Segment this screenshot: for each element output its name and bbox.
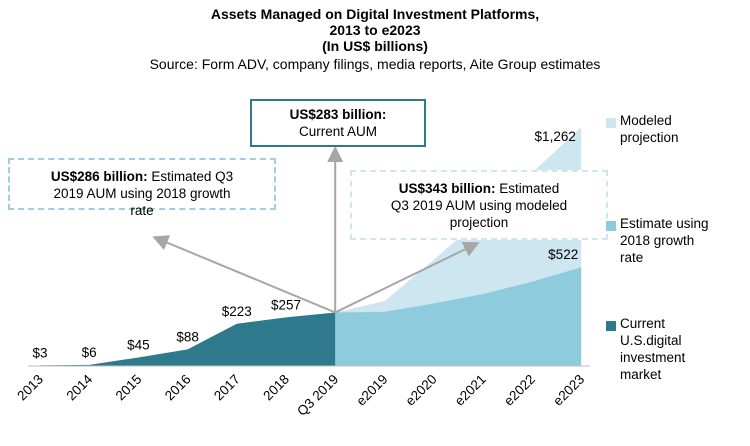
legend-swatch-estimate [606,221,616,231]
data-label-4: $223 [222,304,252,319]
x-tick-label-3: 2016 [162,372,194,404]
legend-modeled-line-2: projection [620,130,679,145]
callout-2018-growth: US$286 billion: Estimated Q3 2019 AUM us… [8,158,276,218]
x-tick-label-2: 2015 [113,372,145,404]
x-tick-label-1: 2014 [63,371,95,403]
callout-2018-text-2: 2019 AUM using 2018 growth [53,186,231,201]
callout-modeled-bold: US$343 billion: [398,181,496,196]
arrow-to-modeled [334,242,480,314]
data-label-0: $3 [32,345,47,360]
area-estimate-2018-growth [335,267,582,366]
legend-swatch-current [606,321,616,331]
x-tick-label-7: e2019 [353,372,390,409]
x-tick-label-8: e2020 [403,372,440,409]
legend-estimate-line-2: 2018 growth [620,233,695,248]
chart-title-block: Assets Managed on Digital Investment Pla… [0,6,750,73]
legend-current-line-2: U.S.digital [620,333,682,348]
callout-modeled-text-2: Q3 2019 AUM using modeled [390,198,568,213]
callout-modeled-text-1: Estimated [495,181,560,196]
legend-estimate-line-3: rate [620,250,644,265]
legend-estimate-line-1: Estimate using [620,216,709,231]
data-label-3: $88 [176,329,199,344]
legend-current-line-3: investment [620,350,686,365]
legend-current-line-1: Current [620,316,666,331]
data-label-7: $1,262 [535,129,576,144]
legend-swatch-modeled [606,118,616,128]
x-tick-label-11: e2023 [550,372,587,409]
x-tick-label-6: Q3 2019 [294,372,341,419]
legend-item-modeled: Modeled projection [620,112,679,146]
data-label-2: $45 [127,337,150,352]
callout-current-aum: US$283 billion: Current AUM [250,99,426,147]
callout-current-text: Current AUM [298,124,378,139]
x-tick-label-9: e2021 [452,372,489,409]
data-label-6: $522 [548,247,578,262]
callout-2018-bold: US$286 billion: [50,169,148,184]
chart-title-line-2: 2013 to e2023 [329,22,421,38]
callout-modeled-text-3: projection [449,215,509,230]
data-label-1: $6 [82,345,97,360]
legend-modeled-line-1: Modeled [620,113,672,128]
data-label-5: $257 [271,297,301,312]
callout-2018-text-1: Estimated Q3 [147,169,234,184]
chart-title-line-1: Assets Managed on Digital Investment Pla… [210,6,540,22]
callout-2018-text-3: rate [130,203,154,218]
callout-current-bold: US$283 billion: [289,107,387,122]
x-tick-label-4: 2017 [211,372,243,404]
chart-source: Source: Form ADV, company filings, media… [149,56,601,72]
x-tick-label-0: 2013 [14,372,46,404]
x-tick-label-10: e2022 [501,372,538,409]
legend-item-estimate: Estimate using 2018 growth rate [620,215,709,266]
chart-title-line-3: (In US$ billions) [322,38,428,54]
legend-item-current: Current U.S.digital investment market [620,315,685,383]
legend-current-line-4: market [620,367,662,382]
area-current-market [40,312,336,366]
arrow-to-2018-growth [152,235,336,314]
x-tick-label-5: 2018 [260,372,292,404]
callout-modeled: US$343 billion: Estimated Q3 2019 AUM us… [350,170,608,240]
